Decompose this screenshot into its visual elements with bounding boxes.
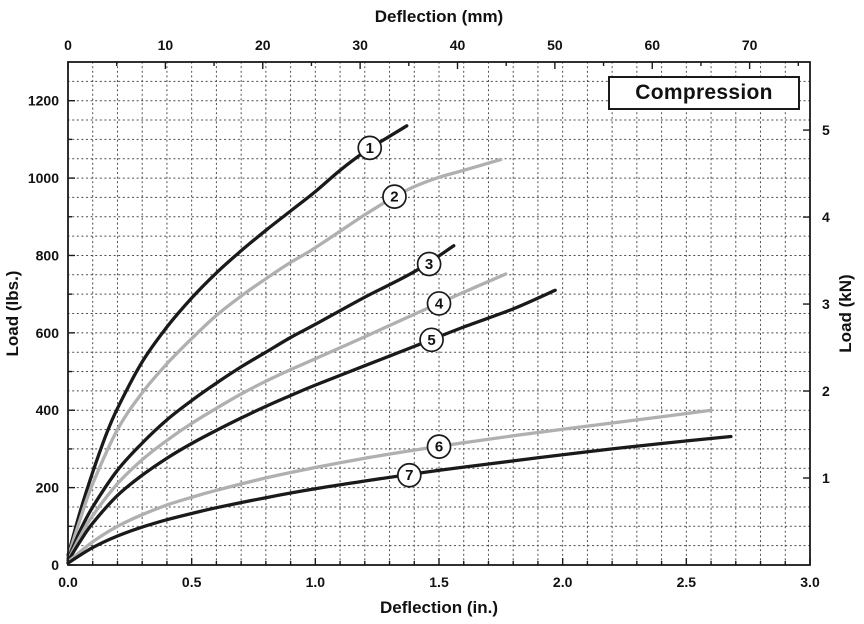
series-label-4: 4 [426, 291, 452, 316]
top-tick-label: 0 [64, 37, 72, 53]
bottom-axis-title: Deflection (in.) [380, 598, 498, 617]
series-label-circle-3 [416, 251, 442, 277]
right-tick-label: 5 [822, 122, 830, 138]
series-label-circle-2 [382, 184, 407, 209]
series-label-circle-5 [419, 327, 444, 353]
series-label-6: 6 [426, 434, 452, 459]
series-label-number-3: 3 [425, 256, 433, 273]
series-label-2: 2 [382, 184, 407, 209]
right-tick-label: 4 [822, 209, 830, 225]
series-label-circle-4 [426, 291, 452, 316]
curve-5 [66, 288, 557, 563]
series-label-5: 5 [419, 327, 444, 353]
right-tick-label: 1 [822, 470, 830, 486]
series-label-number-7: 7 [405, 467, 413, 484]
series-label-circle-7 [396, 462, 422, 488]
axis-ticks [67, 62, 811, 566]
bottom-tick-label: 0.0 [58, 574, 78, 590]
series-label-3: 3 [416, 251, 442, 277]
right-tick-label: 2 [822, 383, 830, 399]
series-labels: 1 2 3 4 5 6 7 [357, 135, 452, 488]
series-label-1: 1 [357, 135, 383, 161]
top-axis-title: Deflection (mm) [375, 7, 503, 26]
chart-title-label: Compression [635, 81, 773, 104]
left-tick-label: 0 [51, 557, 59, 573]
chart-title-box: Compression [608, 76, 800, 110]
right-tick-label: 3 [822, 296, 830, 312]
curve-1 [66, 124, 409, 557]
left-tick-label: 400 [36, 402, 60, 418]
bottom-tick-label: 1.5 [429, 574, 449, 590]
top-tick-label: 60 [644, 37, 660, 53]
bottom-tick-label: 2.5 [677, 574, 697, 590]
curve-3 [66, 244, 456, 561]
left-tick-label: 600 [36, 325, 60, 341]
series-label-number-6: 6 [435, 439, 443, 456]
curve-7 [66, 434, 733, 565]
curve-6 [66, 408, 713, 564]
grid [67, 61, 811, 566]
left-tick-label: 200 [36, 480, 60, 496]
left-tick-label: 1000 [28, 170, 59, 186]
series-label-number-1: 1 [366, 140, 374, 157]
top-tick-label: 70 [742, 37, 758, 53]
top-tick-label: 50 [547, 37, 563, 53]
left-axis-title: Load (lbs.) [3, 271, 22, 357]
series-label-number-4: 4 [435, 295, 444, 312]
bottom-tick-label: 3.0 [800, 574, 820, 590]
bottom-tick-label: 0.5 [182, 574, 202, 590]
series-label-number-2: 2 [390, 189, 398, 206]
left-tick-label: 800 [36, 247, 60, 263]
top-tick-label: 40 [450, 37, 466, 53]
series-label-circle-1 [357, 135, 383, 161]
top-tick-label: 10 [158, 37, 174, 53]
left-tick-label: 1200 [28, 93, 59, 109]
bottom-tick-label: 2.0 [553, 574, 573, 590]
curve-4 [66, 272, 508, 563]
series-label-number-5: 5 [427, 332, 435, 349]
right-axis-title: Load (kN) [836, 274, 855, 352]
top-tick-label: 20 [255, 37, 271, 53]
series-label-circle-6 [426, 434, 452, 459]
curve-2 [66, 157, 503, 559]
top-tick-label: 30 [352, 37, 368, 53]
bottom-tick-label: 1.0 [306, 574, 326, 590]
series-label-7: 7 [396, 462, 422, 488]
